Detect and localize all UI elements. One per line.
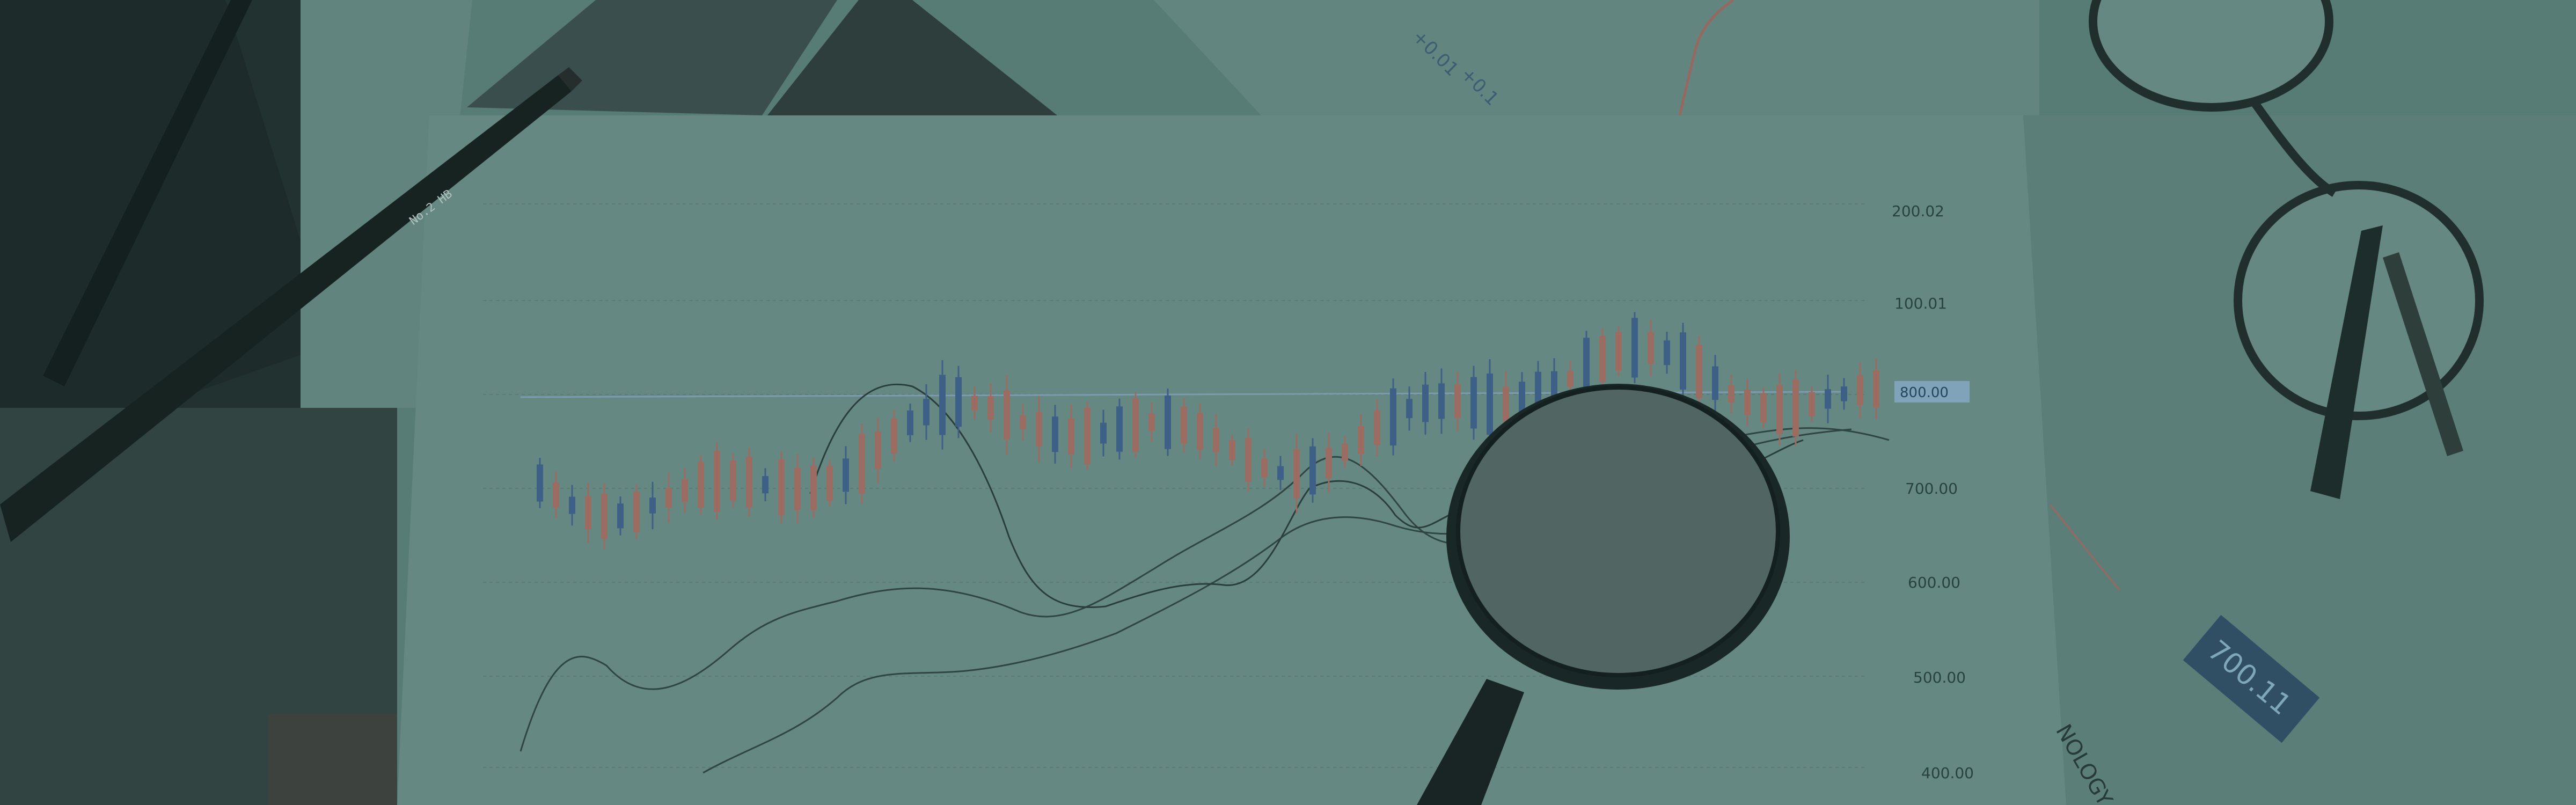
candle-body <box>1583 338 1590 399</box>
candle-body <box>1084 407 1091 465</box>
candle-body <box>1438 383 1445 419</box>
candle-body <box>826 465 833 501</box>
candle-body <box>1664 340 1670 365</box>
candle-body <box>714 450 720 512</box>
candle-body <box>1503 386 1509 422</box>
y-axis-label-1: 200.02 <box>1892 202 1944 220</box>
candle-body <box>778 459 785 516</box>
candle-body <box>1744 390 1751 415</box>
candle-body <box>746 456 752 508</box>
price-level-label: 800.00 <box>1900 385 1949 401</box>
candle-body <box>1245 438 1252 482</box>
candle-body <box>1680 332 1686 390</box>
candle-body <box>1132 398 1139 452</box>
candle-body <box>1165 395 1171 449</box>
magnifying-glass <box>1417 384 1790 805</box>
candle-body <box>1277 466 1284 480</box>
candle-body <box>762 476 769 494</box>
candle-body <box>1036 412 1042 447</box>
candle-body <box>810 465 817 510</box>
candle-body <box>1309 446 1316 495</box>
candle-body <box>682 479 688 502</box>
candle-body <box>537 464 543 502</box>
y-axis-label-3: 700.00 <box>1905 480 1958 497</box>
candle-body <box>1873 370 1879 408</box>
candle-body <box>649 497 656 514</box>
candle-body <box>1776 385 1783 435</box>
candle-body <box>1020 415 1026 429</box>
candle-body <box>569 496 575 514</box>
y-axis-label-2: 100.01 <box>1894 295 1947 312</box>
candle-body <box>1422 384 1429 422</box>
y-axis-label-4: 600.00 <box>1908 574 1960 591</box>
candle-body <box>1261 458 1268 478</box>
candle-body <box>601 493 608 539</box>
candle-body <box>907 410 913 436</box>
candle-body <box>1374 410 1380 445</box>
right-doc-red-line <box>2049 503 2121 591</box>
candle-body <box>971 396 978 411</box>
candle-body <box>794 467 801 510</box>
y-axis-label-6: 400.00 <box>1921 764 1974 782</box>
candle-body <box>665 488 672 508</box>
candle-body <box>875 431 881 469</box>
candle-body <box>923 399 930 426</box>
candle-body <box>1229 440 1235 460</box>
candle-body <box>939 375 946 435</box>
candle-body <box>1792 379 1799 437</box>
candle-body <box>859 434 865 494</box>
price-level-label-box <box>1894 381 1970 402</box>
candle-body <box>1809 392 1815 416</box>
candle-body <box>1342 443 1348 462</box>
candle-body <box>1116 406 1123 452</box>
candle-body <box>553 482 559 508</box>
candle-body <box>1406 399 1413 419</box>
candle-body <box>843 458 849 492</box>
candle-body <box>1068 418 1074 455</box>
candle-body <box>617 503 624 529</box>
candle-body <box>1599 335 1606 382</box>
candle-body <box>1390 388 1396 446</box>
candle-body <box>1728 385 1735 403</box>
candle-body <box>1358 426 1364 455</box>
candle-body <box>730 460 736 501</box>
candle-body <box>1454 384 1461 418</box>
y-axis-label-5: 500.00 <box>1913 669 1966 686</box>
candle-body <box>1696 345 1702 399</box>
candle-body <box>1293 449 1300 499</box>
candle-body <box>698 462 704 508</box>
candle-body <box>1004 390 1010 440</box>
candle-body <box>1487 374 1493 435</box>
candle-body <box>1615 332 1622 371</box>
pen <box>43 0 252 386</box>
candle-body <box>1181 406 1187 444</box>
candle-body <box>1631 318 1638 378</box>
candle-body <box>1857 375 1863 406</box>
candle-body <box>1052 416 1058 452</box>
candle-body <box>955 377 962 427</box>
candle-body <box>585 496 591 530</box>
candle-body <box>1712 366 1718 400</box>
candle-body <box>891 418 897 454</box>
candle-body <box>1760 393 1767 423</box>
candle-body <box>1648 332 1654 364</box>
candle-body <box>1567 371 1574 387</box>
candle-body <box>1825 389 1831 409</box>
candle-body <box>1213 428 1219 452</box>
candle-body <box>1100 422 1107 444</box>
top-doc-red-curve <box>1678 0 1735 116</box>
candle-body <box>1197 413 1203 450</box>
candle-body <box>1326 447 1332 479</box>
candle-body <box>633 492 640 532</box>
candle-body <box>987 396 994 420</box>
candle-body <box>1841 386 1847 401</box>
eyeglasses <box>2089 0 2484 499</box>
candle-body <box>1470 377 1477 429</box>
candle-body <box>1148 413 1155 431</box>
